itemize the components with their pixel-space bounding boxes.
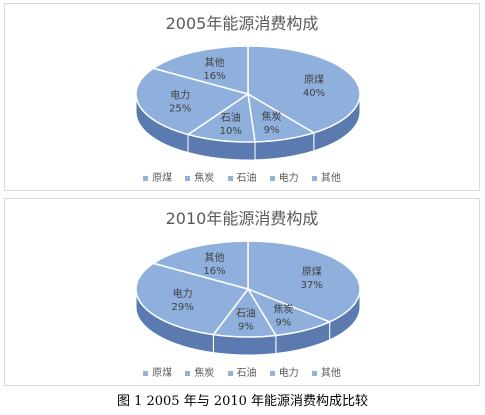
legend-item: 原煤 bbox=[143, 364, 172, 379]
slice-label: 焦炭 9% bbox=[273, 303, 293, 329]
chart-panel-2010: 2010年能源消费构成 原煤 37% 焦炭 9% 石油 9% 电力 29% 其他 16% 原煤 焦… bbox=[4, 198, 480, 386]
legend-item: 焦炭 bbox=[185, 364, 214, 379]
pie-top bbox=[135, 240, 361, 338]
legend-label: 原煤 bbox=[152, 173, 173, 184]
legend-swatch bbox=[227, 370, 233, 376]
pie-slice-其他 bbox=[151, 240, 249, 290]
legend-swatch bbox=[311, 175, 317, 181]
legend-item: 焦炭 bbox=[185, 169, 214, 184]
legend-label: 其他 bbox=[320, 368, 341, 379]
legend-swatch bbox=[185, 370, 191, 376]
legend-swatch bbox=[143, 370, 149, 376]
legend-item: 电力 bbox=[269, 169, 299, 184]
legend-label: 其他 bbox=[320, 173, 341, 184]
legend-label: 石油 bbox=[236, 368, 257, 379]
legend-swatch bbox=[269, 175, 275, 181]
slice-label: 电力 25% bbox=[169, 88, 191, 114]
pie-chart-2010: 原煤 37% 焦炭 9% 石油 9% 电力 29% 其他 16% bbox=[135, 240, 361, 356]
legend: 原煤 焦炭 石油 电力 其他 bbox=[5, 169, 479, 184]
pie-slice-电力 bbox=[135, 262, 250, 336]
legend-label: 焦炭 bbox=[194, 173, 215, 184]
slice-label: 电力 29% bbox=[172, 287, 194, 313]
slice-label: 石油 10% bbox=[220, 111, 242, 137]
legend-swatch bbox=[311, 370, 317, 376]
pie-slice-电力 bbox=[135, 67, 250, 136]
pie-top bbox=[135, 45, 361, 143]
chart-panel-2005: 2005年能源消费构成 原煤 40% 焦炭 9% 石油 10% 电力 25% 其他 16% 原煤 … bbox=[4, 3, 480, 191]
legend: 原煤 焦炭 石油 电力 其他 bbox=[5, 364, 479, 379]
figure-caption: 图 1 2005 年与 2010 年能源消费构成比较 bbox=[116, 394, 369, 409]
legend-label: 电力 bbox=[278, 368, 299, 379]
legend-label: 焦炭 bbox=[194, 368, 215, 379]
pie-side bbox=[135, 93, 361, 161]
pie-slice-原煤 bbox=[247, 45, 361, 134]
chart-title: 2005年能源消费构成 bbox=[165, 14, 319, 33]
legend-label: 电力 bbox=[278, 173, 299, 184]
pie-slice-原煤 bbox=[247, 240, 361, 323]
legend-item: 其他 bbox=[311, 169, 341, 184]
legend-label: 石油 bbox=[236, 173, 257, 184]
slice-label: 焦炭 9% bbox=[262, 110, 282, 136]
legend-swatch bbox=[227, 175, 233, 181]
legend-item: 其他 bbox=[311, 364, 341, 379]
legend-swatch bbox=[143, 175, 149, 181]
legend-item: 石油 bbox=[227, 364, 257, 379]
slice-label: 其他 16% bbox=[203, 251, 225, 277]
slice-label: 其他 16% bbox=[203, 56, 225, 82]
legend-swatch bbox=[269, 370, 275, 376]
pie-slice-其他 bbox=[151, 45, 249, 95]
slice-label: 原煤 40% bbox=[303, 73, 325, 99]
legend-item: 石油 bbox=[227, 169, 257, 184]
chart-title: 2010年能源消费构成 bbox=[165, 209, 319, 228]
slice-label: 石油 9% bbox=[236, 307, 256, 333]
legend-item: 原煤 bbox=[143, 169, 172, 184]
legend-item: 电力 bbox=[269, 364, 299, 379]
pie-chart-2005: 原煤 40% 焦炭 9% 石油 10% 电力 25% 其他 16% bbox=[135, 45, 361, 161]
slice-label: 原煤 37% bbox=[301, 265, 323, 291]
legend-swatch bbox=[185, 175, 191, 181]
legend-label: 原煤 bbox=[152, 368, 173, 379]
